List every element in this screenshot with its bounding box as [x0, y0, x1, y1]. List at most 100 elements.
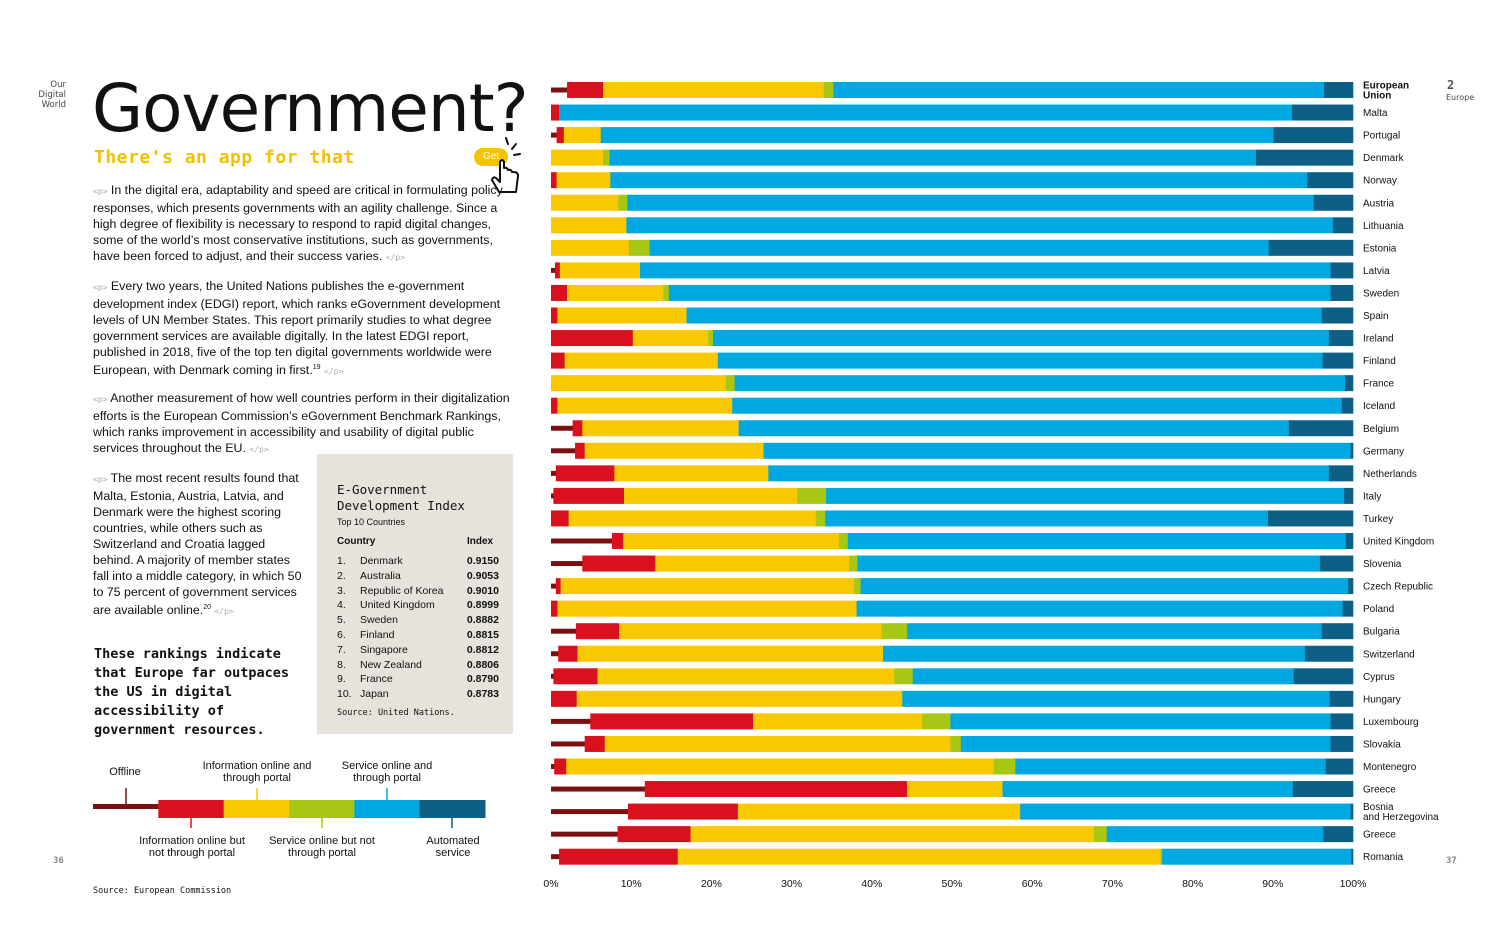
bar-segment: [551, 132, 557, 138]
legend-swatch: [223, 800, 290, 818]
country-label: Turkey: [1363, 514, 1393, 525]
bar-segment: [551, 104, 560, 121]
bar-segment: [557, 600, 857, 617]
bar-segment: [1321, 307, 1354, 324]
edgi-row: 8. New Zealand 0.8806: [337, 659, 499, 673]
bar-segment: [922, 713, 951, 730]
bar-segment: [551, 538, 613, 544]
bar-segment: [566, 758, 995, 775]
bar-segment: [1324, 82, 1354, 98]
edgi-rank: 9.: [337, 673, 346, 686]
bar-segment: [551, 267, 556, 273]
bar-segment: [950, 713, 1331, 730]
pointer-hand-icon: [486, 136, 526, 202]
bar-segment: [1341, 397, 1354, 414]
bar-segment: [590, 713, 754, 730]
x-tick-label: 80%: [1182, 878, 1203, 890]
edgi-col-index: Index: [467, 536, 494, 547]
bar-segment: [610, 172, 1308, 189]
bar-segment: [611, 533, 624, 549]
bar-segment: [575, 442, 585, 459]
bar-segment: [644, 781, 908, 798]
bar-segment: [993, 758, 1016, 775]
body-paragraph: <p> The most recent results found that M…: [93, 470, 308, 620]
section-label-line: Digital: [38, 90, 66, 100]
country-label: Portugal: [1363, 131, 1400, 142]
legend-label-info-no-portal: Information online but not through porta…: [139, 835, 245, 859]
page-title: Government?: [92, 70, 529, 147]
edgi-index: 0.8999: [466, 599, 499, 612]
bar-segment: [551, 307, 558, 324]
bar-segment: [1330, 262, 1354, 279]
paragraph-open-tag: <p>: [93, 475, 108, 484]
bar-segment: [560, 578, 855, 595]
bar-segment: [907, 781, 1003, 798]
edgi-row: 3. Republic of Korea 0.9010: [337, 585, 499, 599]
edgi-rank: 3.: [337, 584, 346, 597]
bar-segment: [732, 397, 1343, 414]
bar-segment: [1348, 578, 1354, 595]
bar-segment: [551, 718, 591, 724]
legend-swatch: [419, 800, 486, 818]
bar-segment: [551, 149, 604, 166]
bar-segment: [584, 735, 606, 752]
edgi-index: 0.9053: [466, 569, 499, 582]
country-label: Italy: [1363, 491, 1381, 502]
bar-segment: [551, 831, 618, 837]
bar-segment: [881, 623, 908, 640]
country-label: Austria: [1363, 198, 1395, 209]
edgi-table-subtitle: Top 10 Countries: [337, 517, 406, 527]
bar-segment: [849, 555, 858, 572]
bar-segment: [713, 330, 1330, 347]
country-label: Hungary: [1363, 694, 1401, 705]
edgi-rank: 2.: [337, 569, 346, 582]
bar-segment: [677, 848, 1161, 865]
bar-segment: [1002, 781, 1294, 798]
edgi-row: 4. United Kingdom 0.8999: [337, 599, 499, 613]
bar-segment: [551, 809, 629, 815]
bar-segment: [1288, 420, 1354, 437]
edgi-country: Republic of Korea: [360, 584, 444, 597]
bar-segment: [1325, 758, 1354, 775]
country-label: Romania: [1363, 852, 1403, 863]
paragraph-text: Every two years, the United Nations publ…: [93, 279, 501, 378]
bar-segment: [551, 397, 558, 414]
bar-segment: [551, 583, 557, 589]
bar-segment: [1330, 713, 1354, 730]
egov-stacked-bar-chart: European Union Malta Portugal Denmark Norway A…: [543, 81, 1439, 891]
bar-segment: [1020, 803, 1351, 820]
bar-segment: [551, 352, 565, 369]
bar-segment: [551, 194, 619, 211]
legend-label-offline: Offline: [109, 766, 141, 778]
bar-segment: [907, 623, 1323, 640]
bar-segment: [604, 735, 951, 752]
x-tick-label: 0%: [543, 878, 558, 890]
bar-segment: [1332, 217, 1354, 234]
bar-segment: [838, 533, 849, 549]
bar-segment: [627, 194, 1315, 211]
bar-segment: [825, 510, 1269, 527]
edgi-rank: 4.: [337, 599, 346, 612]
edgi-rank: 6.: [337, 629, 346, 641]
bar-segment: [555, 465, 615, 482]
country-label: Bulgaria: [1363, 627, 1400, 638]
bar-segment: [582, 420, 739, 437]
country-label: Slovakia: [1363, 739, 1401, 750]
bar-segment: [567, 284, 664, 301]
country-label: Iceland: [1363, 401, 1395, 412]
bar-segment: [663, 284, 670, 301]
country-label: Malta: [1363, 108, 1388, 119]
bar-segment: [609, 149, 1257, 166]
country-label: Luxembourg: [1363, 717, 1419, 728]
bar-segment: [597, 668, 895, 685]
bar-segment: [577, 645, 884, 662]
x-tick-label: 60%: [1022, 878, 1043, 890]
bar-segment: [1304, 645, 1354, 662]
bar-segment: [826, 487, 1345, 504]
bar-segment: [1328, 465, 1354, 482]
bar-segment: [551, 854, 560, 860]
footnote-ref: 19: [312, 364, 321, 371]
bar-segment: [567, 82, 604, 98]
country-label: Czech Republic: [1363, 582, 1433, 593]
bar-segment: [558, 645, 578, 662]
